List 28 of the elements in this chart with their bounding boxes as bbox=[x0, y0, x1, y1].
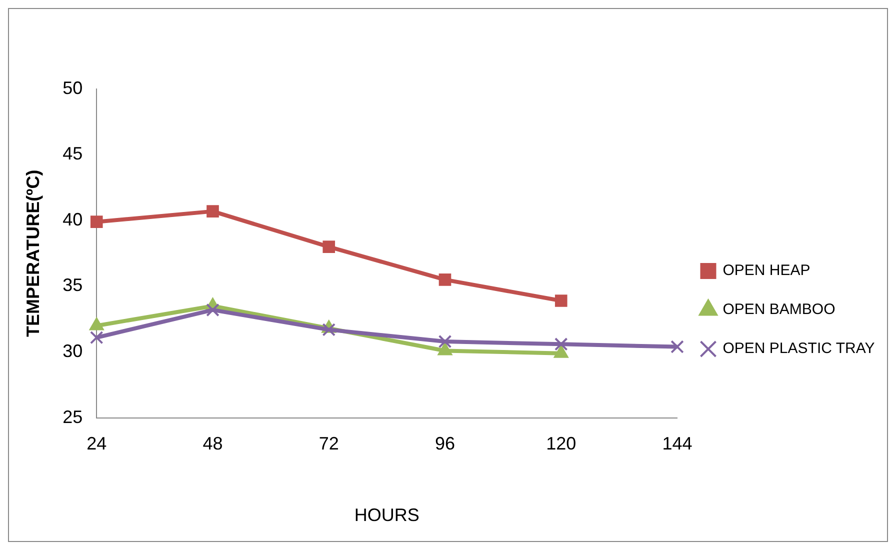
x-axis-title: HOURS bbox=[354, 505, 420, 526]
y-tick-label: 50 bbox=[62, 78, 83, 98]
point bbox=[554, 337, 568, 351]
y-tick-label: 45 bbox=[62, 144, 83, 164]
x-tick-label: 96 bbox=[434, 434, 456, 454]
legend-label: OPEN PLASTIC TRAY bbox=[722, 340, 875, 358]
point bbox=[206, 303, 220, 317]
y-tick-label: 25 bbox=[62, 406, 83, 427]
point bbox=[90, 330, 104, 344]
y-tick-label: 35 bbox=[62, 275, 83, 296]
point bbox=[322, 323, 336, 336]
y-tick-label: 40 bbox=[62, 209, 83, 230]
x-tick-label: 72 bbox=[318, 434, 339, 454]
y-tick-label: 30 bbox=[62, 341, 83, 362]
x-tick-label: 120 bbox=[546, 434, 576, 454]
point bbox=[206, 205, 219, 218]
point bbox=[438, 334, 452, 348]
point bbox=[554, 294, 568, 307]
x-tick-label: 24 bbox=[86, 434, 107, 454]
legend-label: OPEN BAMBOO bbox=[722, 301, 836, 318]
x-tick-label: 144 bbox=[662, 434, 692, 454]
y-axis-title: TEMPERATURE(ºC) bbox=[22, 170, 43, 338]
point bbox=[322, 240, 336, 253]
point bbox=[438, 274, 452, 286]
point bbox=[90, 216, 103, 228]
x-tick-label: 48 bbox=[202, 434, 223, 454]
legend-label: OPEN HEAP bbox=[722, 262, 810, 280]
point bbox=[670, 340, 684, 354]
